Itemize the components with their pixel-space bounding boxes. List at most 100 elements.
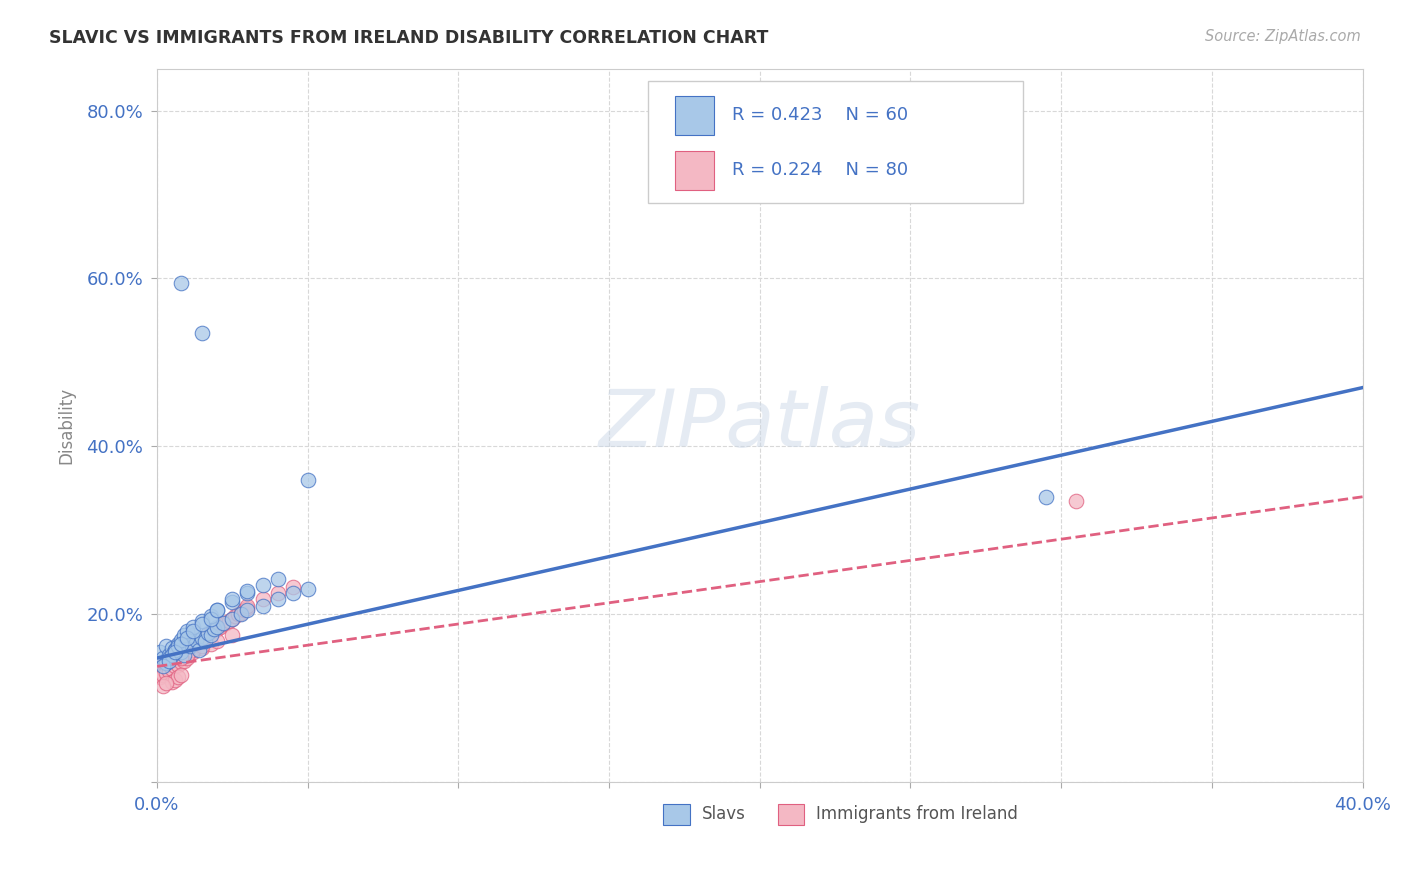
Point [152,666,174,681]
Point [167,637,190,651]
Point [191,639,214,653]
Point [212,615,235,630]
Text: Immigrants from Ireland: Immigrants from Ireland [817,805,1018,823]
Text: Slavs: Slavs [702,805,745,823]
Point [167,639,190,653]
Point [197,628,219,642]
Bar [778,804,804,825]
Point [152,679,174,693]
Point [200,628,222,642]
Point [252,599,274,613]
Point [181,620,204,634]
Point [186,632,208,647]
Point [181,642,204,657]
Bar [664,804,690,825]
Point [191,326,214,340]
Point [181,624,204,639]
Point [170,655,193,669]
Point [149,667,172,681]
Point [1064,494,1087,508]
Point [231,606,253,620]
Point [197,625,219,640]
Point [165,653,187,667]
Point [202,624,225,639]
Point [167,670,190,684]
Point [149,657,172,672]
Point [188,642,211,657]
Point [218,614,240,628]
Point [170,649,193,664]
Point [200,611,222,625]
Point [209,620,232,634]
Point [160,640,183,655]
Point [236,600,259,615]
Point [155,639,177,653]
Point [224,609,246,624]
Point [167,657,190,672]
Point [173,648,195,662]
Point [176,645,198,659]
Point [160,655,183,669]
Point [1035,490,1057,504]
Point [181,639,204,653]
Point [176,642,198,657]
Point [181,628,204,642]
Point [207,634,229,648]
FancyBboxPatch shape [648,80,1022,202]
Point [165,659,187,673]
Point [167,653,190,667]
Point [191,617,214,632]
Point [297,582,319,596]
Point [173,645,195,659]
Point [233,603,256,617]
Point [794,170,817,185]
Point [155,666,177,681]
Point [188,634,211,648]
Point [207,620,229,634]
Point [157,648,180,662]
Point [173,628,195,642]
Point [149,670,172,684]
Point [155,665,177,679]
Point [155,653,177,667]
Point [221,611,243,625]
Point [173,653,195,667]
Point [170,632,193,647]
Point [170,651,193,665]
Point [212,617,235,632]
Point [252,592,274,607]
Point [170,667,193,681]
Point [152,659,174,673]
Point [155,676,177,690]
Point [191,631,214,645]
Point [191,640,214,655]
Point [160,659,183,673]
Point [170,637,193,651]
Point [181,645,204,659]
Point [281,586,304,600]
Point [176,631,198,645]
Point [236,583,259,598]
Point [215,615,238,630]
Text: ZIPatlas: ZIPatlas [599,386,921,465]
Point [221,611,243,625]
Point [179,640,201,655]
Point [165,642,187,657]
Point [157,656,180,670]
Point [157,662,180,676]
Point [207,623,229,637]
Point [221,628,243,642]
Point [207,603,229,617]
Point [170,276,193,290]
Point [165,673,187,687]
Point [160,651,183,665]
Point [179,639,201,653]
Point [207,603,229,617]
Point [165,653,187,667]
Point [157,651,180,665]
Bar [675,95,714,135]
Point [202,623,225,637]
Point [228,607,250,622]
Point [186,637,208,651]
Text: R = 0.224    N = 80: R = 0.224 N = 80 [733,161,908,179]
